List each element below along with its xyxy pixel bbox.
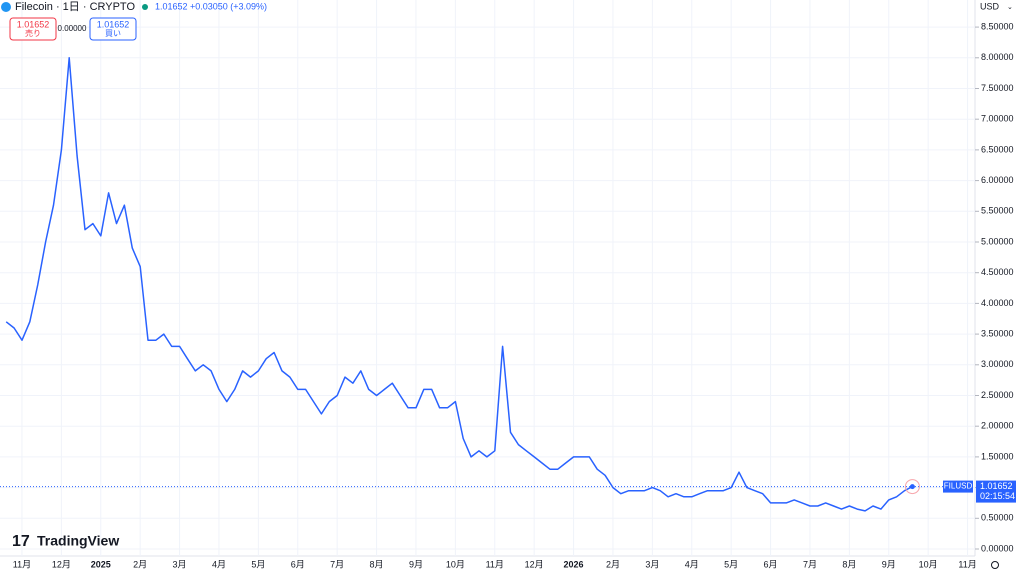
x-tick-label: 3月 xyxy=(173,559,187,569)
buy-label: 買い xyxy=(105,29,121,38)
y-tick-label: 3.50000 xyxy=(981,328,1014,338)
status-dot xyxy=(142,4,148,10)
sell-button[interactable] xyxy=(9,17,57,41)
x-tick-label: 5月 xyxy=(724,559,738,569)
x-tick-label: 2月 xyxy=(606,559,620,569)
symbol-tag xyxy=(943,480,973,493)
x-tick-label: 6月 xyxy=(291,559,305,569)
x-tick-label: 2026 xyxy=(564,559,584,569)
currency-arrow[interactable]: ⌄ xyxy=(1007,4,1013,11)
y-tick-label: 4.50000 xyxy=(981,267,1014,277)
x-tick-label: 10月 xyxy=(446,559,465,569)
y-tick-label: 3.00000 xyxy=(981,359,1014,369)
symbol: Filecoin · 1日 · CRYPTO xyxy=(15,1,135,13)
y-tick-label: 0.00000 xyxy=(981,543,1014,553)
x-tick-label: 9月 xyxy=(409,559,423,569)
y-tick-label: 7.00000 xyxy=(981,114,1014,124)
logo: TradingView xyxy=(37,533,119,549)
price-tag-value: 1.01652 xyxy=(980,481,1013,491)
price-tag-time: 02:15:54 xyxy=(980,491,1015,501)
y-tick-label: 6.50000 xyxy=(981,144,1014,154)
x-tick-label: 8月 xyxy=(370,559,384,569)
x-tick-label: 11月 xyxy=(13,559,31,569)
settings-icon[interactable] xyxy=(991,561,999,569)
x-tick-label: 12月 xyxy=(52,559,71,569)
x-tick-label: 9月 xyxy=(882,559,896,569)
last-point-halo xyxy=(904,479,920,495)
currency[interactable]: USD xyxy=(980,1,1000,11)
price: 1.01652 xyxy=(155,1,188,11)
logo-mark: 17 xyxy=(12,533,30,550)
x-tick-label: 4月 xyxy=(212,559,226,569)
y-tick-label: 8.00000 xyxy=(981,52,1014,62)
sell-price: 1.01652 xyxy=(17,19,50,29)
x-tick-label: 11月 xyxy=(486,559,504,569)
y-tick-label: 4.00000 xyxy=(981,298,1014,308)
grid xyxy=(0,0,975,556)
y-tick-label: 5.00000 xyxy=(981,236,1014,246)
y-tick-label: 8.50000 xyxy=(981,21,1014,31)
x-tick-label: 8月 xyxy=(842,559,856,569)
x-tick-label: 3月 xyxy=(645,559,659,569)
y-tick-label: 1.50000 xyxy=(981,451,1014,461)
x-tick-label: 6月 xyxy=(764,559,778,569)
x-tick-label: 2025 xyxy=(91,559,111,569)
change: +0.03050 (+3.09%) xyxy=(190,1,267,11)
x-tick-label: 5月 xyxy=(251,559,265,569)
sell-label: 売り xyxy=(25,28,41,38)
y-tick-label: 2.00000 xyxy=(981,421,1014,431)
symbol-tag-label: FILUSD xyxy=(944,482,973,491)
x-tick-label: 7月 xyxy=(803,559,817,569)
x-tick-label: 11月 xyxy=(958,559,976,569)
price-tag xyxy=(976,480,1016,503)
spread: 0.00000 xyxy=(58,24,87,33)
x-tick-label: 7月 xyxy=(330,559,344,569)
coin-icon xyxy=(1,2,11,12)
y-tick-label: 6.00000 xyxy=(981,175,1014,185)
buy-price: 1.01652 xyxy=(97,19,130,29)
y-tick-label: 7.50000 xyxy=(981,83,1014,93)
marks xyxy=(0,57,975,512)
y-tick-label: 2.50000 xyxy=(981,390,1014,400)
x-tick-label: 12月 xyxy=(525,559,544,569)
x-tick-label: 10月 xyxy=(919,559,938,569)
y-tick-label: 5.50000 xyxy=(981,206,1014,216)
buy-button[interactable] xyxy=(89,17,137,41)
y-tick-label: 0.50000 xyxy=(981,513,1014,523)
x-tick-label: 2月 xyxy=(133,559,147,569)
x-tick-label: 4月 xyxy=(685,559,699,569)
price-line xyxy=(5,57,913,512)
